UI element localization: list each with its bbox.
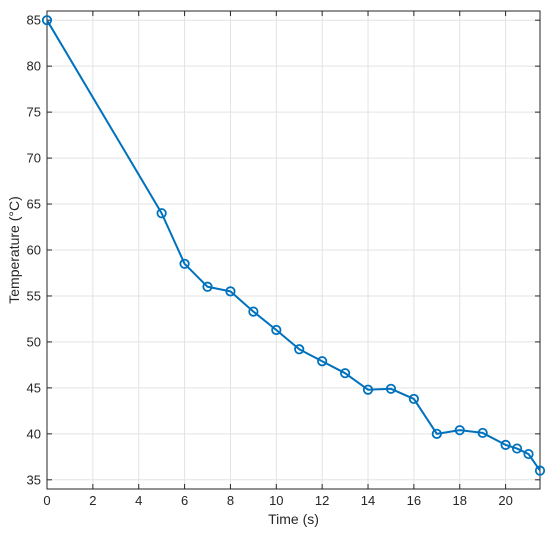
data-point	[202, 281, 213, 292]
y-tick-label: 60	[27, 243, 41, 258]
y-tick-label: 50	[27, 334, 41, 349]
y-tick-label: 65	[27, 197, 41, 212]
data-point	[385, 383, 397, 394]
data-point	[431, 428, 442, 439]
data-point	[454, 425, 465, 436]
series-line	[46, 19, 541, 472]
data-point	[534, 465, 546, 476]
data-point	[225, 286, 236, 297]
data-point	[339, 368, 351, 379]
data-point	[156, 208, 167, 219]
data-point	[248, 306, 259, 317]
x-tick-label: 20	[498, 493, 512, 508]
x-tick-label: 2	[89, 493, 96, 508]
y-tick-label: 35	[27, 472, 41, 487]
x-tick-label: 8	[227, 493, 234, 508]
data-point	[271, 324, 282, 336]
data-point	[41, 15, 53, 26]
x-tick-label: 10	[269, 493, 283, 508]
x-axis-label: Time (s)	[268, 511, 319, 527]
data-point	[408, 393, 419, 405]
y-tick-label: 85	[27, 13, 41, 28]
y-tick-label: 40	[27, 426, 41, 441]
x-tick-label: 4	[135, 493, 142, 508]
data-point	[523, 448, 534, 460]
data-point	[179, 258, 190, 269]
x-tick-label: 14	[361, 493, 375, 508]
y-tick-label: 80	[27, 59, 41, 74]
data-point	[511, 443, 523, 454]
y-tick-label: 45	[27, 380, 41, 395]
x-tick-label: 0	[43, 493, 50, 508]
y-tick-label: 75	[27, 105, 41, 120]
data-point	[477, 427, 488, 439]
x-tick-label: 18	[453, 493, 467, 508]
grid	[46, 11, 540, 489]
axis-ticks: 0 2 4 6 8 10 12 14 16 18 20 35 40 45 50 55 60 65 70 75 80 85	[27, 11, 540, 508]
x-tick-label: 16	[407, 493, 421, 508]
y-tick-label: 70	[27, 151, 41, 166]
data-point	[294, 344, 305, 355]
data-point	[500, 439, 511, 450]
data-point	[317, 356, 328, 367]
series-layer	[41, 15, 546, 476]
x-tick-label: 6	[181, 493, 188, 508]
data-point	[362, 384, 374, 395]
y-axis-label: Temperature (°C)	[6, 196, 22, 304]
x-tick-label: 12	[315, 493, 329, 508]
y-tick-label: 55	[27, 288, 41, 303]
